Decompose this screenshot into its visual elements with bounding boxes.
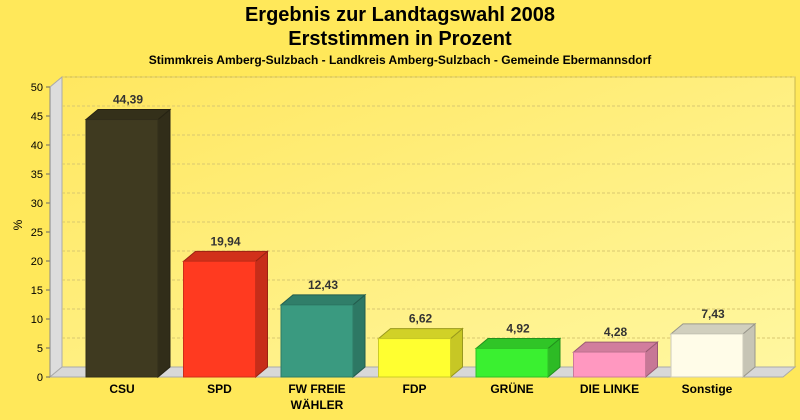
bar-front xyxy=(573,351,646,378)
bar-value-label: 7,43 xyxy=(701,307,725,321)
bar-top xyxy=(377,328,464,340)
chart-subtitle: Erststimmen in Prozent xyxy=(288,28,512,50)
y-tick-label: 40 xyxy=(31,140,43,152)
y-axis-label: % xyxy=(11,219,25,230)
bar-fw-freie-wähler xyxy=(279,293,367,379)
chart-title: Ergebnis zur Landtagswahl 2008 xyxy=(244,4,556,26)
bar-csu xyxy=(84,108,172,379)
bar-top xyxy=(279,294,367,306)
bar-value-label: 12,43 xyxy=(308,278,338,292)
bar-top xyxy=(572,341,659,353)
bar-value-label: 19,94 xyxy=(210,234,240,248)
bar-spd xyxy=(182,250,269,379)
bar-fdp xyxy=(377,327,464,379)
plot-left-wall xyxy=(49,75,63,379)
x-tick-label: DIE LINKE xyxy=(580,382,639,396)
bar-die-linke xyxy=(572,341,659,379)
x-tick-label: CSU xyxy=(109,382,134,396)
bar-top xyxy=(84,109,172,121)
bar-side xyxy=(157,108,171,379)
bar-value-label: 4,28 xyxy=(604,325,628,339)
x-tick-label: SPD xyxy=(207,382,232,396)
bar-top xyxy=(182,250,269,262)
bar-value-label: 44,39 xyxy=(113,93,143,107)
bar-top xyxy=(474,337,562,349)
x-tick-label: WÄHLER xyxy=(291,397,344,412)
chart-location: Stimmkreis Amberg-Sulzbach - Landkreis A… xyxy=(148,53,652,67)
bar-sonstige xyxy=(669,322,757,379)
y-tick-label: 50 xyxy=(31,82,43,94)
bar-front xyxy=(85,119,159,378)
y-tick-label: 20 xyxy=(31,256,43,268)
bar-side xyxy=(352,293,366,379)
bar-value-label: 4,92 xyxy=(506,321,530,335)
y-tick-label: 30 xyxy=(31,198,43,210)
bar-front xyxy=(670,333,744,378)
bar-front xyxy=(280,304,354,378)
y-tick-label: 35 xyxy=(31,169,43,181)
y-tick-label: 10 xyxy=(31,314,43,326)
bar-value-label: 6,62 xyxy=(409,312,433,326)
x-tick-label: FW FREIE xyxy=(288,382,345,396)
x-tick-label: GRÜNE xyxy=(490,381,533,396)
bar-front xyxy=(183,260,256,378)
y-tick-label: 45 xyxy=(31,111,43,123)
y-tick-label: 15 xyxy=(31,285,43,297)
x-tick-label: Sonstige xyxy=(682,382,733,396)
y-tick-label: 25 xyxy=(31,227,43,239)
bar-front xyxy=(475,347,549,378)
bar-top xyxy=(669,323,757,335)
y-tick-label: 5 xyxy=(37,343,43,355)
y-tick-label: 0 xyxy=(37,372,43,384)
bar-side xyxy=(255,250,268,379)
x-tick-label: FDP xyxy=(403,382,427,396)
bar-grüne xyxy=(474,337,562,379)
bar-front xyxy=(378,338,451,378)
